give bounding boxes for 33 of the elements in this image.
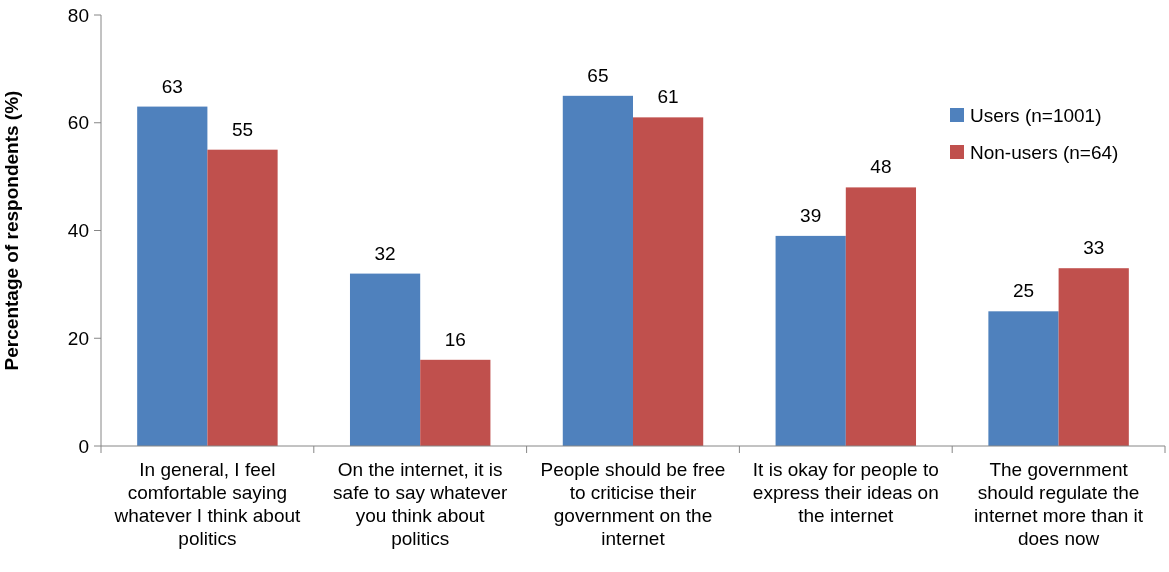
data-label: 16 [444,328,466,350]
x-tick-label: The government should regulate the internet more than it does now [974,459,1144,549]
x-tick-label: People should be free to criticise their government on the internet [540,459,726,549]
bar [845,187,917,446]
y-tick-label: 0 [78,435,89,457]
data-label: 33 [1083,237,1105,259]
bar [775,235,846,446]
data-label: 65 [587,64,609,86]
data-label: 32 [374,242,396,264]
bar [988,311,1059,446]
y-tick-label: 80 [67,4,89,26]
data-label: 39 [800,204,822,226]
x-tick-label: It is okay for people to express their ideas on the internet [752,459,939,526]
y-tick-label: 40 [67,220,89,242]
y-axis-title: Percentage of respondents (%) [1,90,22,371]
bar [349,273,421,446]
bar [207,149,278,446]
y-tick-label: 20 [67,327,89,349]
data-label: 63 [161,75,183,97]
data-label: 61 [657,86,679,108]
bar [633,117,704,446]
bar [562,95,633,446]
data-label: 55 [231,118,254,140]
bar [420,359,491,446]
y-tick-label: 60 [67,112,89,134]
bar [137,106,208,446]
legend-label: Non-users (n=64) [970,141,1119,163]
legend-label: Users (n=1001) [970,104,1102,126]
bar [1058,268,1129,446]
x-tick-label: On the internet, it is safe to say whatever you think about politics [333,459,508,549]
x-tick-label: In general, I feel comfortable saying whatever I think about politics [113,459,302,549]
data-label: 25 [1012,280,1035,302]
data-label: 48 [870,156,892,178]
